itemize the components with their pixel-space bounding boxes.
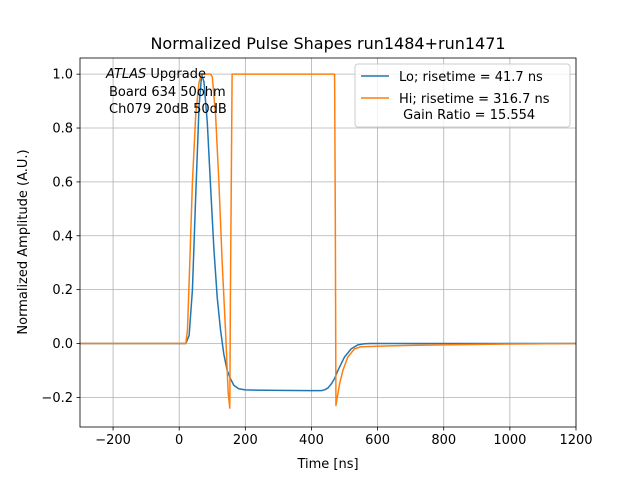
y-tick-label: 0.6 (52, 175, 73, 190)
x-tick-label: 600 (365, 433, 390, 448)
legend-label-line: Hi; risetime = 316.7 ns (399, 92, 550, 107)
x-tick-label: −200 (95, 433, 131, 448)
y-tick-label: −0.2 (41, 391, 73, 406)
legend-label-hi: Hi; risetime = 316.7 ns Gain Ratio = 15.… (399, 92, 550, 123)
y-tick-label: 0.8 (52, 122, 73, 137)
legend: Lo; risetime = 41.7 ns Hi; risetime = 31… (354, 63, 571, 128)
atlas-label: ATLAS (105, 67, 146, 82)
x-axis-label: Time [ns] (296, 457, 358, 472)
series-hi-line (80, 73, 576, 409)
x-tick-label: 800 (431, 433, 456, 448)
annotation-line-2: Board 634 50ohm (109, 85, 226, 100)
y-tick-label: 1.0 (52, 68, 73, 83)
series-lo-line (80, 73, 576, 392)
atlas-annotation: ATLAS Upgrade Board 634 50ohm Ch079 20dB… (105, 67, 227, 117)
plot-frame (79, 57, 577, 428)
legend-box (354, 63, 571, 128)
legend-label-line: Gain Ratio = 15.554 (399, 108, 535, 123)
annotation-line-1: ATLAS Upgrade (105, 67, 206, 82)
plot-lines (80, 73, 576, 409)
y-axis-label: Normalized Amplitude (A.U.) (16, 149, 31, 334)
legend-label-lo: Lo; risetime = 41.7 ns (399, 70, 543, 85)
x-tick-label: 0 (175, 433, 183, 448)
x-tick-label: 200 (233, 433, 258, 448)
upgrade-label: Upgrade (146, 67, 206, 82)
legend-label-line: Lo; risetime = 41.7 ns (399, 70, 543, 85)
axis-ticks: −200 0 200 400 600 800 1000 1200 −0.2 0.0 0.2 0.4 0.… (41, 68, 592, 448)
y-tick-label: 0.2 (52, 283, 73, 298)
y-tick-label: 0.4 (52, 229, 73, 244)
chart-title: Normalized Pulse Shapes run1484+run1471 (150, 34, 505, 53)
x-tick-label: 1000 (493, 433, 526, 448)
x-tick-label: 1200 (559, 433, 592, 448)
y-tick-label: 0.0 (52, 337, 73, 352)
x-tick-label: 400 (299, 433, 324, 448)
annotation-line-3: Ch079 20dB 50dB (109, 102, 227, 117)
